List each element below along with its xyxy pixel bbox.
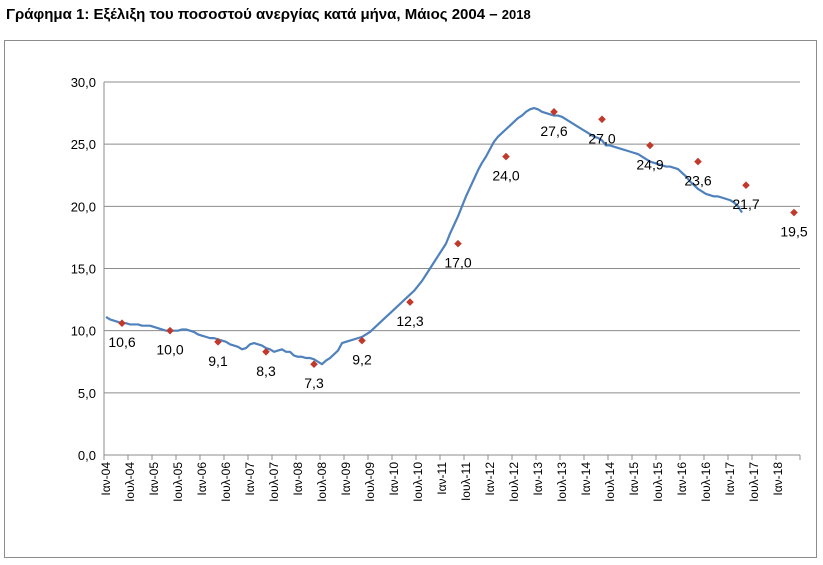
x-tick-label: Ιαν-12: [483, 462, 497, 496]
y-tick-label: 25,0: [71, 137, 96, 152]
data-label: 7,3: [304, 375, 324, 391]
data-point-marker: [550, 108, 558, 116]
x-tick-label: Ιαν-16: [675, 462, 689, 496]
y-tick-label: 30,0: [71, 75, 96, 90]
data-label: 10,0: [156, 342, 183, 358]
data-point-marker: [358, 336, 366, 345]
x-tick-label: Ιουλ-10: [411, 462, 425, 502]
x-tick-label: Ιαν-11: [435, 462, 449, 495]
x-tick-label: Ιουλ-04: [123, 462, 137, 502]
x-tick-label: Ιαν-04: [99, 462, 113, 496]
chart-frame: [4, 40, 817, 558]
x-tick-label: Ιουλ-15: [651, 462, 665, 502]
x-tick-label: Ιαν-14: [579, 462, 593, 496]
data-point-marker: [214, 338, 222, 346]
data-point-marker: [790, 208, 798, 217]
x-tick-label: Ιαν-07: [243, 462, 257, 496]
data-point-marker: [310, 360, 318, 369]
y-tick-label: 10,0: [71, 324, 96, 339]
data-label: 12,3: [396, 313, 423, 329]
data-label: 10,6: [108, 334, 135, 350]
x-tick-label: Ιαν-08: [291, 462, 305, 496]
data-label: 27,6: [540, 123, 567, 139]
x-tick-label: Ιαν-13: [531, 462, 545, 496]
data-label: 19,5: [780, 224, 807, 240]
chart-title-text: Γράφημα 1: Εξέλιξη του ποσοστού ανεργίας…: [6, 6, 502, 23]
data-point-marker: [694, 157, 702, 166]
x-tick-label: Ιουλ-06: [219, 462, 233, 502]
data-point-marker: [502, 152, 510, 161]
data-label: 24,0: [492, 168, 519, 184]
x-tick-label: Ιουλ-12: [507, 462, 521, 502]
x-tick-label: Ιουλ-13: [555, 462, 569, 502]
data-point-marker: [454, 239, 462, 248]
y-tick-label: 0,0: [78, 448, 96, 463]
x-tick-label: Ιουλ-05: [171, 462, 185, 502]
x-tick-label: Ιαν-15: [627, 462, 641, 496]
y-tick-label: 20,0: [71, 199, 96, 214]
data-label: 24,9: [636, 156, 663, 172]
data-label: 21,7: [732, 196, 759, 212]
x-tick-label: Ιουλ-09: [363, 462, 377, 502]
data-point-marker: [406, 298, 414, 306]
data-label: 23,6: [684, 173, 711, 189]
y-tick-label: 15,0: [71, 262, 96, 277]
data-label: 27,0: [588, 130, 615, 146]
data-label: 17,0: [444, 255, 471, 271]
x-tick-label: Ιαν-06: [195, 462, 209, 496]
data-point-marker: [646, 141, 654, 150]
series-line: [105, 107, 743, 366]
x-tick-label: Ιαν-05: [147, 462, 161, 496]
data-label: 9,2: [352, 352, 372, 368]
x-tick-label: Ιουλ-14: [603, 462, 617, 502]
x-tick-label: Ιουλ-11: [459, 462, 473, 501]
data-point-marker: [742, 181, 750, 189]
data-point-marker: [262, 348, 270, 356]
x-tick-label: Ιαν-10: [387, 462, 401, 496]
x-tick-label: Ιουλ-07: [267, 462, 281, 502]
chart-title: Γράφημα 1: Εξέλιξη του ποσοστού ανεργίας…: [6, 6, 531, 23]
data-point-marker: [118, 319, 126, 328]
x-tick-label: Ιουλ-08: [315, 462, 329, 502]
x-tick-label: Ιαν-09: [339, 462, 353, 496]
data-point-marker: [166, 326, 174, 335]
chart-title-year: 2018: [501, 7, 531, 22]
x-tick-label: Ιαν-17: [723, 462, 737, 496]
y-tick-label: 5,0: [78, 386, 96, 401]
data-label: 9,1: [208, 353, 228, 369]
data-point-marker: [598, 115, 606, 124]
x-tick-label: Ιαν-18: [771, 462, 785, 496]
x-tick-label: Ιουλ-16: [699, 462, 713, 502]
x-tick-label: Ιουλ-17: [747, 462, 761, 502]
data-label: 8,3: [256, 363, 276, 379]
